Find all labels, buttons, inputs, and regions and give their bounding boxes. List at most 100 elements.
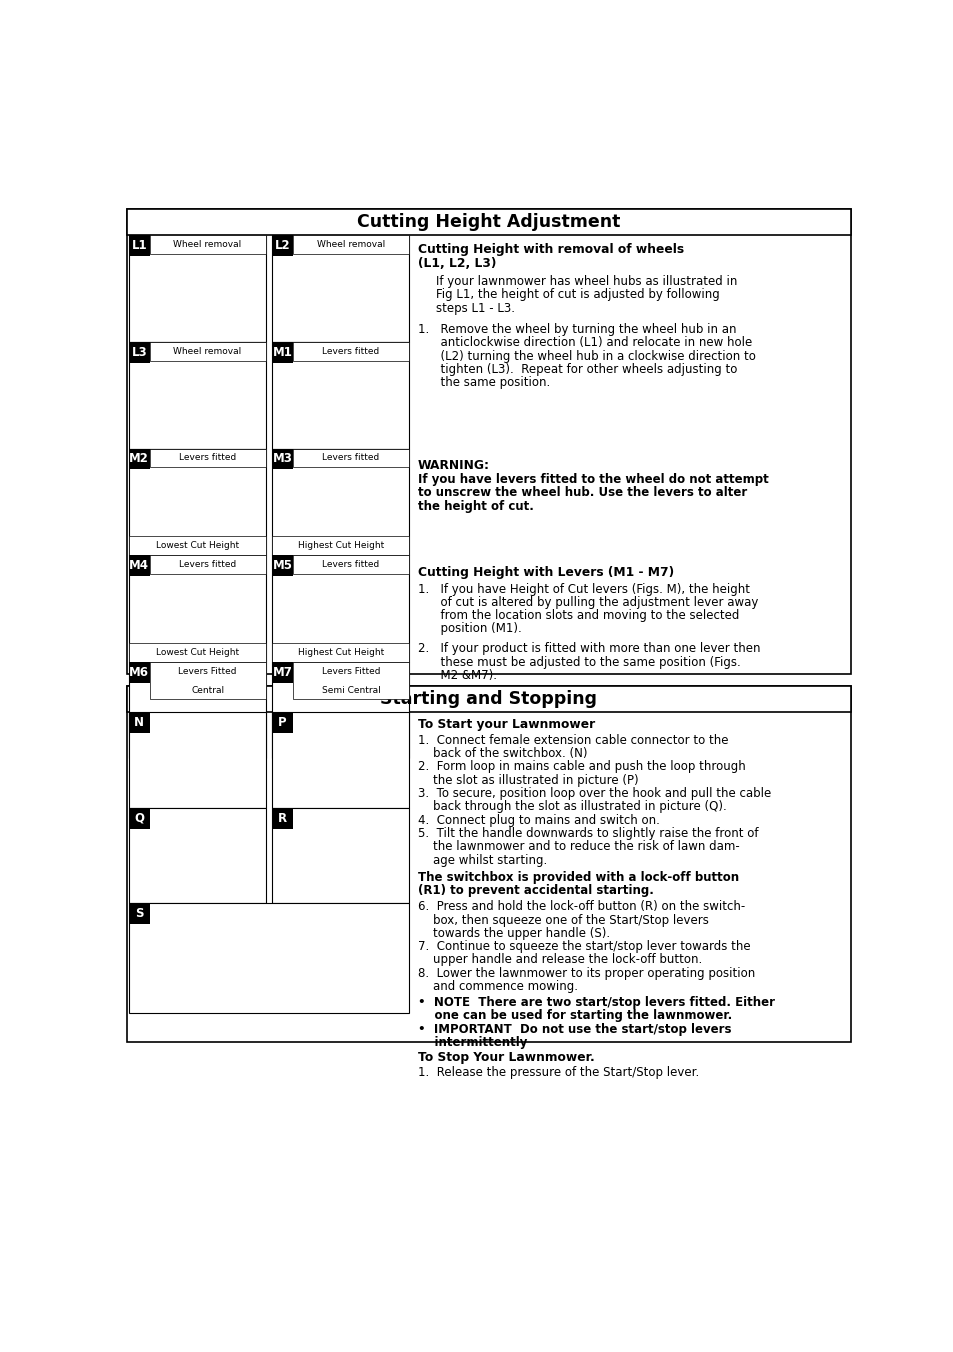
Text: 1.   If you have Height of Cut levers (Figs. M), the height: 1. If you have Height of Cut levers (Fig… bbox=[417, 583, 749, 595]
Bar bbox=[129, 713, 150, 733]
Bar bbox=[129, 342, 150, 362]
Bar bbox=[272, 449, 409, 556]
Text: 2.   If your product is fitted with more than one lever then: 2. If your product is fitted with more t… bbox=[417, 642, 760, 656]
Bar bbox=[127, 685, 850, 713]
Text: M7: M7 bbox=[273, 665, 293, 679]
Text: Cutting Height with removal of wheels: Cutting Height with removal of wheels bbox=[417, 243, 683, 257]
Text: Q: Q bbox=[134, 811, 144, 825]
Bar bbox=[272, 342, 409, 449]
Bar bbox=[129, 903, 409, 1013]
Text: Levers Fitted: Levers Fitted bbox=[321, 667, 380, 676]
Text: the same position.: the same position. bbox=[417, 376, 550, 389]
Text: back through the slot as illustrated in picture (Q).: back through the slot as illustrated in … bbox=[417, 800, 726, 814]
Bar bbox=[129, 235, 265, 342]
Text: Wheel removal: Wheel removal bbox=[173, 241, 241, 249]
Text: M6: M6 bbox=[129, 665, 149, 679]
Bar bbox=[150, 449, 265, 468]
Text: M2 &M7).: M2 &M7). bbox=[417, 669, 497, 683]
Text: box, then squeeze one of the Start/Stop levers: box, then squeeze one of the Start/Stop … bbox=[417, 914, 708, 926]
Text: L3: L3 bbox=[132, 346, 147, 358]
Text: Cutting Height Adjustment: Cutting Height Adjustment bbox=[356, 214, 620, 231]
Bar bbox=[129, 449, 150, 469]
Text: to unscrew the wheel hub. Use the levers to alter: to unscrew the wheel hub. Use the levers… bbox=[417, 487, 746, 499]
Text: anticlockwise direction (L1) and relocate in new hole: anticlockwise direction (L1) and relocat… bbox=[417, 337, 751, 349]
Bar bbox=[272, 807, 293, 829]
Text: Wheel removal: Wheel removal bbox=[316, 241, 385, 249]
Text: Wheel removal: Wheel removal bbox=[173, 346, 241, 356]
Text: P: P bbox=[278, 715, 287, 729]
Text: age whilst starting.: age whilst starting. bbox=[417, 853, 547, 867]
Text: Levers Fitted: Levers Fitted bbox=[178, 667, 236, 676]
Text: 8.  Lower the lawnmower to its proper operating position: 8. Lower the lawnmower to its proper ope… bbox=[417, 967, 755, 980]
Bar bbox=[129, 537, 265, 556]
Text: (L2) turning the wheel hub in a clockwise direction to: (L2) turning the wheel hub in a clockwis… bbox=[417, 350, 755, 362]
Text: L2: L2 bbox=[274, 239, 290, 251]
Text: To Start your Lawnmower: To Start your Lawnmower bbox=[417, 718, 595, 731]
Text: WARNING:: WARNING: bbox=[417, 458, 490, 472]
Text: the lawnmower and to reduce the risk of lawn dam-: the lawnmower and to reduce the risk of … bbox=[417, 840, 739, 853]
Text: Cutting Height with Levers (M1 - M7): Cutting Height with Levers (M1 - M7) bbox=[417, 565, 674, 579]
Text: position (M1).: position (M1). bbox=[417, 622, 521, 635]
Bar bbox=[293, 449, 409, 468]
Bar bbox=[272, 644, 409, 662]
Text: M3: M3 bbox=[273, 453, 293, 465]
Bar bbox=[127, 210, 850, 675]
Text: from the location slots and moving to the selected: from the location slots and moving to th… bbox=[417, 610, 739, 622]
Bar bbox=[150, 556, 265, 575]
Bar bbox=[129, 807, 265, 903]
Bar bbox=[129, 644, 265, 662]
Text: The switchbox is provided with a lock-off button: The switchbox is provided with a lock-of… bbox=[417, 871, 739, 884]
Text: Levers fitted: Levers fitted bbox=[322, 346, 379, 356]
Bar bbox=[150, 235, 265, 254]
Bar bbox=[293, 556, 409, 575]
Bar bbox=[272, 235, 293, 256]
Text: M1: M1 bbox=[273, 346, 293, 358]
Text: Levers fitted: Levers fitted bbox=[179, 560, 236, 569]
Text: If your lawnmower has wheel hubs as illustrated in: If your lawnmower has wheel hubs as illu… bbox=[436, 274, 737, 288]
Bar bbox=[129, 556, 150, 576]
Text: Lowest Cut Height: Lowest Cut Height bbox=[155, 541, 238, 550]
Text: •  NOTE  There are two start/stop levers fitted. Either: • NOTE There are two start/stop levers f… bbox=[417, 996, 774, 1009]
Bar bbox=[272, 449, 293, 469]
Text: these must be adjusted to the same position (Figs.: these must be adjusted to the same posit… bbox=[417, 656, 740, 669]
Bar bbox=[272, 713, 293, 733]
Text: S: S bbox=[134, 907, 143, 921]
Text: the slot as illustrated in picture (P): the slot as illustrated in picture (P) bbox=[417, 773, 638, 787]
Text: If you have levers fitted to the wheel do not attempt: If you have levers fitted to the wheel d… bbox=[417, 473, 768, 485]
Bar bbox=[150, 342, 265, 361]
Text: intermittently: intermittently bbox=[417, 1036, 527, 1049]
Text: 1.  Release the pressure of the Start/Stop lever.: 1. Release the pressure of the Start/Sto… bbox=[417, 1067, 699, 1079]
Text: R: R bbox=[277, 811, 287, 825]
Bar bbox=[127, 210, 850, 235]
Text: 1.  Connect female extension cable connector to the: 1. Connect female extension cable connec… bbox=[417, 734, 728, 746]
Bar bbox=[127, 685, 850, 1042]
Bar bbox=[129, 903, 150, 925]
Bar bbox=[293, 235, 409, 254]
Text: 3.  To secure, position loop over the hook and pull the cable: 3. To secure, position loop over the hoo… bbox=[417, 787, 770, 800]
Text: 7.  Continue to squeeze the start/stop lever towards the: 7. Continue to squeeze the start/stop le… bbox=[417, 940, 750, 953]
Text: Levers fitted: Levers fitted bbox=[322, 560, 379, 569]
Bar bbox=[272, 556, 409, 662]
Text: upper handle and release the lock-off button.: upper handle and release the lock-off bu… bbox=[417, 953, 701, 967]
Bar bbox=[150, 662, 265, 699]
Bar bbox=[272, 342, 293, 362]
Text: Fig L1, the height of cut is adjusted by following: Fig L1, the height of cut is adjusted by… bbox=[436, 288, 720, 301]
Bar bbox=[272, 662, 409, 757]
Text: M5: M5 bbox=[273, 560, 293, 572]
Bar bbox=[272, 807, 409, 903]
Bar bbox=[129, 807, 150, 829]
Bar bbox=[272, 713, 409, 807]
Text: Semi Central: Semi Central bbox=[321, 685, 380, 695]
Bar bbox=[129, 662, 265, 757]
Bar bbox=[129, 713, 265, 807]
Text: 5.  Tilt the handle downwards to slightly raise the front of: 5. Tilt the handle downwards to slightly… bbox=[417, 827, 758, 840]
Bar bbox=[129, 449, 265, 556]
Bar bbox=[293, 342, 409, 361]
Text: steps L1 - L3.: steps L1 - L3. bbox=[436, 301, 515, 315]
Text: one can be used for starting the lawnmower.: one can be used for starting the lawnmow… bbox=[417, 1010, 732, 1022]
Text: (R1) to prevent accidental starting.: (R1) to prevent accidental starting. bbox=[417, 884, 653, 898]
Text: 4.  Connect plug to mains and switch on.: 4. Connect plug to mains and switch on. bbox=[417, 814, 659, 826]
Text: M4: M4 bbox=[129, 560, 149, 572]
Text: back of the switchbox. (N): back of the switchbox. (N) bbox=[417, 746, 587, 760]
Text: To Stop Your Lawnmower.: To Stop Your Lawnmower. bbox=[417, 1051, 594, 1064]
